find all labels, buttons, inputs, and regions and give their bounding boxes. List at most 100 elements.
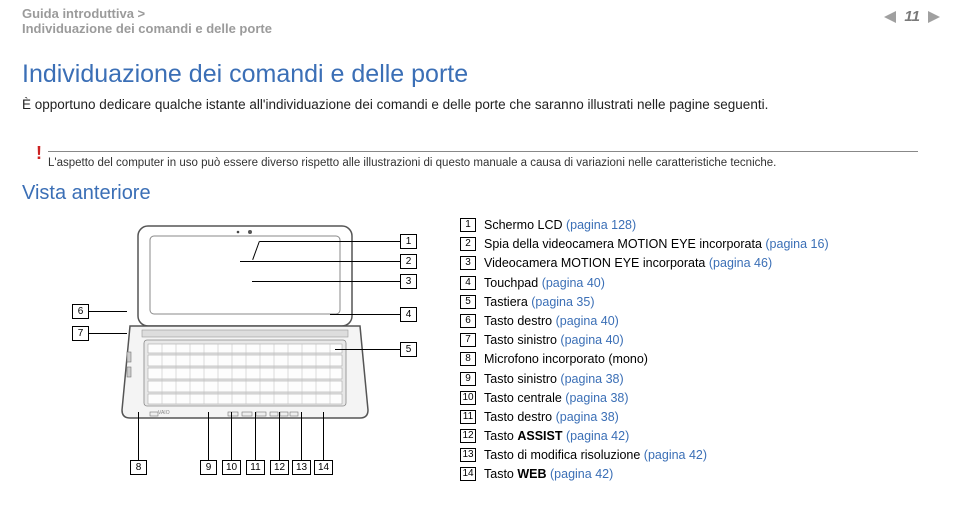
legend-item: 3 Videocamera MOTION EYE incorporata (pag… [460,256,940,270]
legend-item: 14 Tasto WEB (pagina 42) [460,467,940,481]
legend-number: 4 [460,276,476,290]
page-link[interactable]: (pagina 40) [556,314,619,328]
legend-list: 1 Schermo LCD (pagina 128) 2 Spia della vid… [460,218,940,487]
callout-line [330,314,400,315]
legend-text: Videocamera MOTION EYE incorporata (pagi… [484,256,772,270]
callout-14: 14 [314,460,333,475]
callout-line [138,412,139,460]
legend-text: Tasto destro (pagina 38) [484,410,619,424]
page-number: 11 [904,8,920,25]
legend-number: 5 [460,295,476,309]
legend-item: 6 Tasto destro (pagina 40) [460,314,940,328]
legend-text: Schermo LCD (pagina 128) [484,218,636,232]
legend-item: 1 Schermo LCD (pagina 128) [460,218,940,232]
callout-line [208,412,209,460]
callout-7: 7 [72,326,89,341]
callout-6: 6 [72,304,89,319]
legend-number: 6 [460,314,476,328]
page-link[interactable]: (pagina 40) [560,333,623,347]
legend-text: Spia della videocamera MOTION EYE incorp… [484,237,829,251]
legend-text: Tastiera (pagina 35) [484,295,595,309]
legend-item: 7 Tasto sinistro (pagina 40) [460,333,940,347]
laptop-diagram: VAIO 1 2 3 4 5 6 7 8 9 10 11 12 13 14 [40,212,440,502]
legend-text: Microfono incorporato (mono) [484,352,648,366]
legend-number: 1 [460,218,476,232]
callout-5: 5 [400,342,417,357]
prev-arrow-icon[interactable] [884,11,896,23]
legend-text: Tasto destro (pagina 40) [484,314,619,328]
legend-number: 8 [460,352,476,366]
callout-9: 9 [200,460,217,475]
legend-text: Tasto WEB (pagina 42) [484,467,613,481]
callout-1: 1 [400,234,417,249]
legend-text: Tasto ASSIST (pagina 42) [484,429,629,443]
legend-number: 11 [460,410,476,424]
legend-item: 11 Tasto destro (pagina 38) [460,410,940,424]
page-link[interactable]: (pagina 38) [560,372,623,386]
legend-number: 9 [460,372,476,386]
legend-number: 12 [460,429,476,443]
svg-text:VAIO: VAIO [158,410,170,416]
legend-text: Tasto centrale (pagina 38) [484,391,629,405]
callout-12: 12 [270,460,289,475]
callout-11: 11 [246,460,265,475]
callout-line [335,349,400,350]
page-link[interactable]: (pagina 40) [542,276,605,290]
callout-3: 3 [400,274,417,289]
callout-line [252,281,400,282]
callout-4: 4 [400,307,417,322]
page-link[interactable]: (pagina 42) [550,467,613,481]
legend-number: 3 [460,256,476,270]
legend-number: 14 [460,467,476,481]
legend-number: 13 [460,448,476,462]
page-nav: 11 [884,8,940,25]
legend-item: 10 Tasto centrale (pagina 38) [460,391,940,405]
warning-icon: ! [36,143,42,164]
page-link[interactable]: (pagina 35) [531,295,594,309]
callout-line [240,261,400,262]
warning-text: L'aspetto del computer in uso può essere… [48,157,918,169]
legend-item: 13 Tasto di modifica risoluzione (pagina … [460,448,940,462]
legend-item: 2 Spia della videocamera MOTION EYE incor… [460,237,940,251]
breadcrumb: Guida introduttiva > Individuazione dei … [22,6,272,36]
callout-line [89,311,127,312]
warning-divider [48,151,918,152]
callout-10: 10 [222,460,241,475]
legend-item: 5 Tastiera (pagina 35) [460,295,940,309]
section-heading: Vista anteriore [22,182,151,205]
page-link[interactable]: (pagina 42) [566,429,629,443]
page-link[interactable]: (pagina 16) [765,237,828,251]
page-link[interactable]: (pagina 38) [565,391,628,405]
legend-text: Touchpad (pagina 40) [484,276,605,290]
legend-text: Tasto sinistro (pagina 40) [484,333,624,347]
callout-line [260,241,400,242]
breadcrumb-line2: Individuazione dei comandi e delle porte [22,21,272,36]
legend-text: Tasto di modifica risoluzione (pagina 42… [484,448,707,462]
page-link[interactable]: (pagina 42) [644,448,707,462]
legend-item: 9 Tasto sinistro (pagina 38) [460,372,940,386]
legend-number: 2 [460,237,476,251]
breadcrumb-line1: Guida introduttiva > [22,6,145,21]
legend-text: Tasto sinistro (pagina 38) [484,372,624,386]
callout-line [231,412,232,460]
page-link[interactable]: (pagina 38) [556,410,619,424]
callout-line [255,412,256,460]
callout-13: 13 [292,460,311,475]
callout-2: 2 [400,254,417,269]
legend-item: 4 Touchpad (pagina 40) [460,276,940,290]
intro-text: È opportuno dedicare qualche istante all… [22,96,922,114]
page-link[interactable]: (pagina 46) [709,256,772,270]
laptop-illustration: VAIO [120,222,370,422]
callout-line [279,412,280,460]
callout-line [89,333,127,334]
legend-number: 7 [460,333,476,347]
callout-line [323,412,324,460]
callout-8: 8 [130,460,147,475]
callout-line [301,412,302,460]
legend-item: 12 Tasto ASSIST (pagina 42) [460,429,940,443]
page-link[interactable]: (pagina 128) [566,218,636,232]
legend-item: 8 Microfono incorporato (mono) [460,352,940,366]
next-arrow-icon[interactable] [928,11,940,23]
legend-number: 10 [460,391,476,405]
page-title: Individuazione dei comandi e delle porte [22,60,468,89]
